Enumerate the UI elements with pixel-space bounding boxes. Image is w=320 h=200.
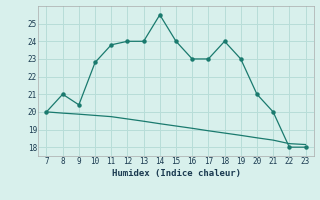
X-axis label: Humidex (Indice chaleur): Humidex (Indice chaleur) (111, 169, 241, 178)
